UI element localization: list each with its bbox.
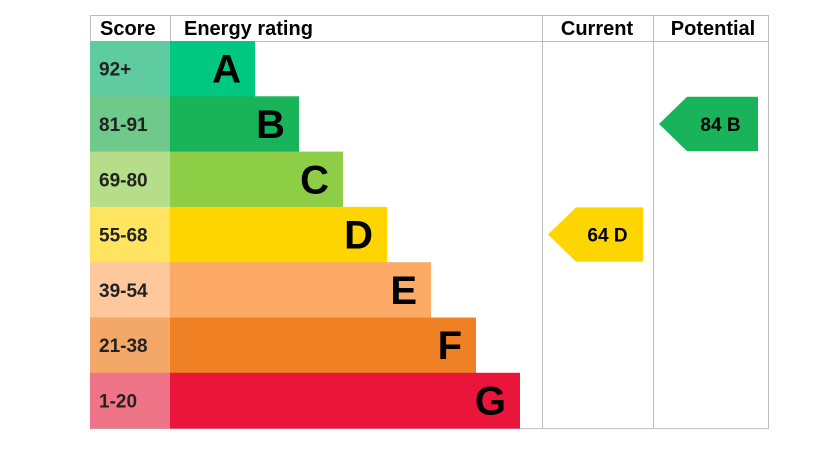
current-arrow [548,207,643,262]
rating-letter-f: F [438,324,462,368]
score-cell-f [90,317,170,374]
rating-letter-d: D [344,214,373,258]
score-cell-a [90,41,170,97]
score-label-g: 1-20 [99,391,137,412]
score-cell-g [90,372,170,429]
score-label-f: 21-38 [99,336,148,357]
column-headers: Score Energy rating Current Potential [100,18,755,40]
rating-bar-g [170,372,520,429]
rating-bar-f [170,317,476,374]
score-cell-b [90,96,170,153]
score-cell-c [90,151,170,208]
header-energy-rating: Energy rating [184,18,313,40]
score-cell-e [90,262,170,318]
rating-letter-b: B [256,103,285,147]
header-current: Current [561,18,634,40]
rating-letter-e: E [390,269,417,313]
rating-bands: 92+ A 81-91 B 69-80 C 55-68 D 39-54 E 21-38 F 1-20 G [90,41,520,429]
rating-letter-a: A [212,48,241,92]
rating-bar-e [170,262,431,318]
rating-arrows: 64 D 84 B [548,96,758,262]
score-cell-d [90,206,170,263]
rating-bar-a [170,41,255,97]
score-label-d: 55-68 [99,226,148,247]
score-label-a: 92+ [99,60,131,81]
score-label-e: 39-54 [99,281,148,302]
rating-letter-g: G [475,379,506,423]
score-label-b: 81-91 [99,115,148,136]
rating-bar-c [170,151,343,208]
header-potential: Potential [671,18,755,40]
score-label-c: 69-80 [99,170,148,191]
rating-bar-d [170,206,387,263]
header-score: Score [100,18,156,40]
current-rating-label: 64 D [587,226,627,247]
potential-rating-label: 84 B [700,115,740,136]
rating-letter-c: C [300,158,329,202]
potential-arrow [659,96,758,152]
rating-bar-b [170,96,299,153]
